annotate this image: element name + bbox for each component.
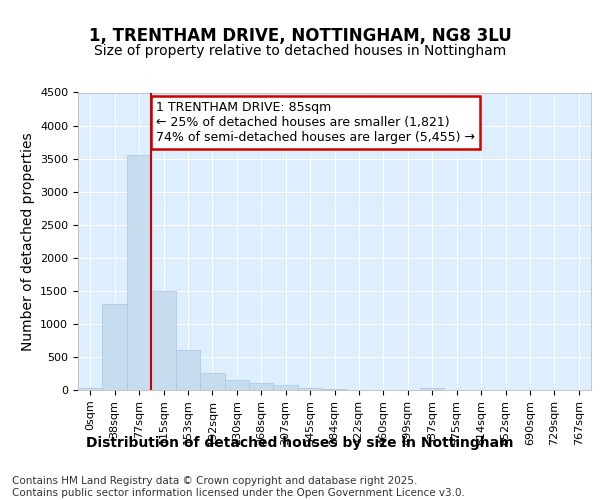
Bar [224, 380, 249, 390]
Text: Contains HM Land Registry data © Crown copyright and database right 2025.
Contai: Contains HM Land Registry data © Crown c… [12, 476, 465, 498]
Bar [249, 384, 274, 390]
Text: 1 TRENTHAM DRIVE: 85sqm
← 25% of detached houses are smaller (1,821)
74% of semi: 1 TRENTHAM DRIVE: 85sqm ← 25% of detache… [157, 102, 475, 144]
Bar [420, 388, 445, 390]
Bar [103, 304, 127, 390]
Bar [127, 156, 151, 390]
Text: Distribution of detached houses by size in Nottingham: Distribution of detached houses by size … [86, 436, 514, 450]
Bar [151, 291, 176, 390]
Bar [322, 388, 347, 390]
Y-axis label: Number of detached properties: Number of detached properties [20, 132, 35, 350]
Bar [176, 350, 200, 390]
Bar [78, 388, 103, 390]
Text: Size of property relative to detached houses in Nottingham: Size of property relative to detached ho… [94, 44, 506, 58]
Text: 1, TRENTHAM DRIVE, NOTTINGHAM, NG8 3LU: 1, TRENTHAM DRIVE, NOTTINGHAM, NG8 3LU [89, 28, 511, 46]
Bar [298, 388, 322, 390]
Bar [274, 386, 298, 390]
Bar [200, 374, 224, 390]
